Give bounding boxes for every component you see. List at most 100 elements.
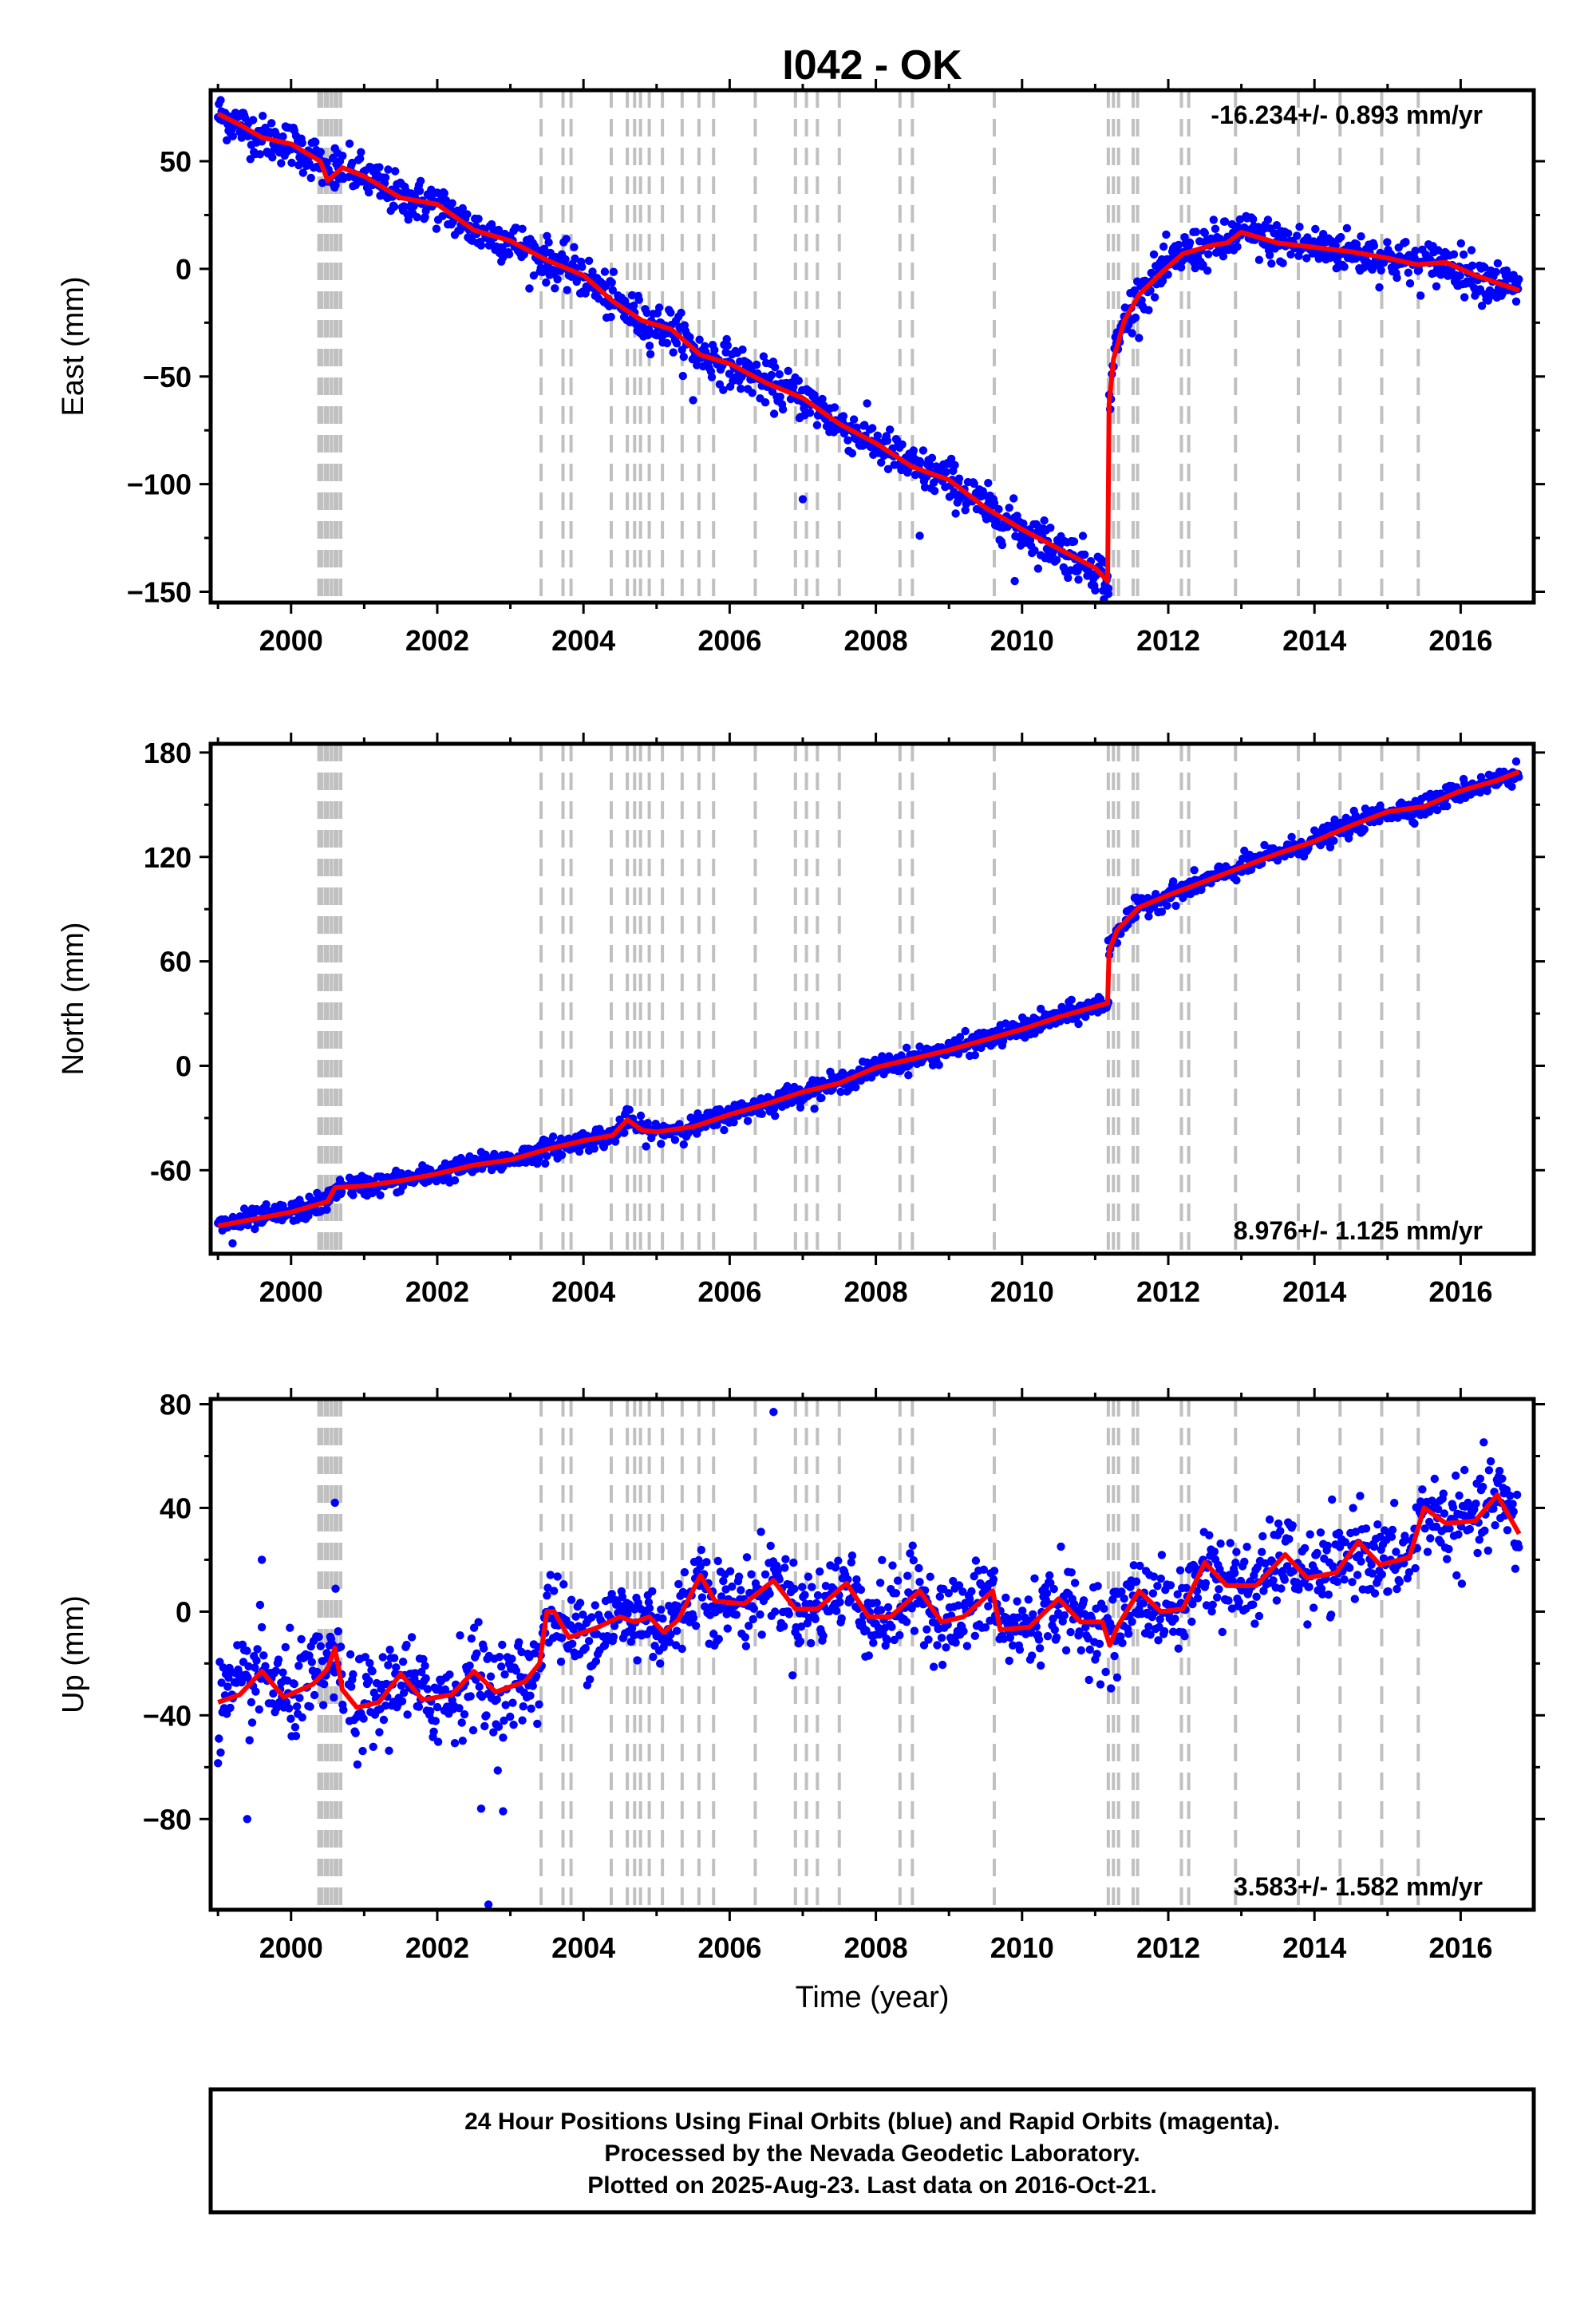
data-point <box>1388 1525 1397 1535</box>
data-point <box>544 238 553 247</box>
data-point <box>541 1159 550 1168</box>
data-point <box>584 1637 594 1646</box>
data-point <box>1100 1604 1108 1613</box>
data-point <box>920 483 930 492</box>
data-point <box>298 138 306 148</box>
plot-frame <box>208 88 1536 605</box>
data-point <box>903 1571 912 1580</box>
footer-line-1: 24 Hour Positions Using Final Orbits (bl… <box>464 2109 1280 2135</box>
data-point <box>518 1716 527 1725</box>
data-point <box>1153 1582 1162 1591</box>
data-point <box>741 1633 749 1642</box>
data-point <box>1096 1680 1105 1689</box>
data-point <box>839 412 848 421</box>
data-point <box>1037 1661 1045 1670</box>
data-point <box>1369 1542 1379 1551</box>
data-point <box>986 1616 994 1625</box>
data-point <box>219 1663 227 1672</box>
data-point <box>1377 266 1385 275</box>
data-point <box>1154 1636 1163 1645</box>
data-point <box>847 449 857 458</box>
data-point <box>1300 1543 1310 1553</box>
x-tick-label: 2004 <box>551 1275 615 1308</box>
data-point <box>771 363 780 372</box>
data-point <box>1377 1570 1387 1579</box>
data-point <box>775 370 784 379</box>
data-point <box>915 1563 923 1573</box>
data-point <box>1084 1675 1093 1685</box>
data-point <box>403 1710 412 1719</box>
data-point <box>970 1631 980 1640</box>
x-tick-label: 2002 <box>405 1931 469 1964</box>
data-point <box>1335 1543 1345 1551</box>
data-point <box>1060 1611 1069 1620</box>
data-point <box>226 1703 235 1713</box>
data-point <box>1067 1568 1076 1577</box>
data-point <box>1340 263 1349 271</box>
data-point <box>678 1644 686 1654</box>
data-point <box>1479 1482 1487 1492</box>
plot-area <box>214 1399 1523 1910</box>
data-point <box>468 1725 478 1735</box>
data-point <box>255 1705 263 1714</box>
data-point <box>1107 1684 1116 1693</box>
y-tick-label: 80 <box>160 1388 192 1421</box>
data-point <box>1163 270 1172 279</box>
data-point <box>1423 1547 1432 1556</box>
data-point <box>672 339 681 348</box>
data-point <box>331 1584 340 1593</box>
data-point <box>587 1613 596 1622</box>
data-point <box>1434 1504 1443 1514</box>
data-point <box>756 1610 764 1619</box>
data-point <box>1489 1504 1498 1513</box>
data-point <box>951 1638 960 1647</box>
data-point <box>339 1705 348 1714</box>
data-point <box>898 440 907 449</box>
data-point <box>356 154 365 163</box>
x-tick-label: 2004 <box>551 624 615 657</box>
data-point <box>1410 819 1419 828</box>
data-point <box>1124 1629 1133 1638</box>
data-point <box>1052 555 1061 564</box>
data-point <box>1005 1633 1015 1642</box>
data-point <box>1182 1583 1191 1593</box>
x-tick-label: 2014 <box>1282 1931 1346 1964</box>
data-point <box>1337 232 1345 242</box>
velocity-rate-label: 3.583+/- 1.582 mm/yr <box>1234 1872 1483 1901</box>
data-point <box>713 1556 722 1566</box>
data-point <box>1350 1595 1360 1603</box>
data-point <box>512 223 521 232</box>
data-point <box>1028 1651 1037 1660</box>
data-point <box>1430 1474 1440 1484</box>
data-point <box>813 1591 823 1600</box>
data-point <box>1069 1599 1079 1609</box>
data-point <box>1282 1562 1292 1571</box>
y-tick-label: 40 <box>160 1492 192 1524</box>
data-point <box>1507 782 1516 791</box>
data-point <box>1064 573 1073 583</box>
data-point <box>630 301 638 310</box>
data-point <box>1018 1607 1027 1615</box>
data-point <box>277 159 286 168</box>
y-tick-label: −100 <box>127 468 192 501</box>
data-point <box>1070 1579 1080 1587</box>
x-tick-label: 2014 <box>1282 1275 1346 1308</box>
data-point <box>1302 254 1311 263</box>
data-point <box>1384 1587 1393 1596</box>
data-point <box>281 1642 290 1652</box>
data-point <box>247 1697 256 1707</box>
data-point <box>500 1670 509 1679</box>
data-point <box>609 1632 618 1642</box>
data-point <box>766 1541 775 1551</box>
data-point <box>1468 261 1477 270</box>
data-point <box>895 1630 904 1640</box>
data-point <box>1139 1599 1148 1608</box>
data-point-outlier <box>301 1215 310 1223</box>
data-point <box>1069 537 1079 546</box>
data-point <box>1495 1466 1504 1476</box>
data-point <box>911 470 920 480</box>
data-point <box>215 1734 223 1743</box>
data-point <box>1079 1596 1088 1605</box>
